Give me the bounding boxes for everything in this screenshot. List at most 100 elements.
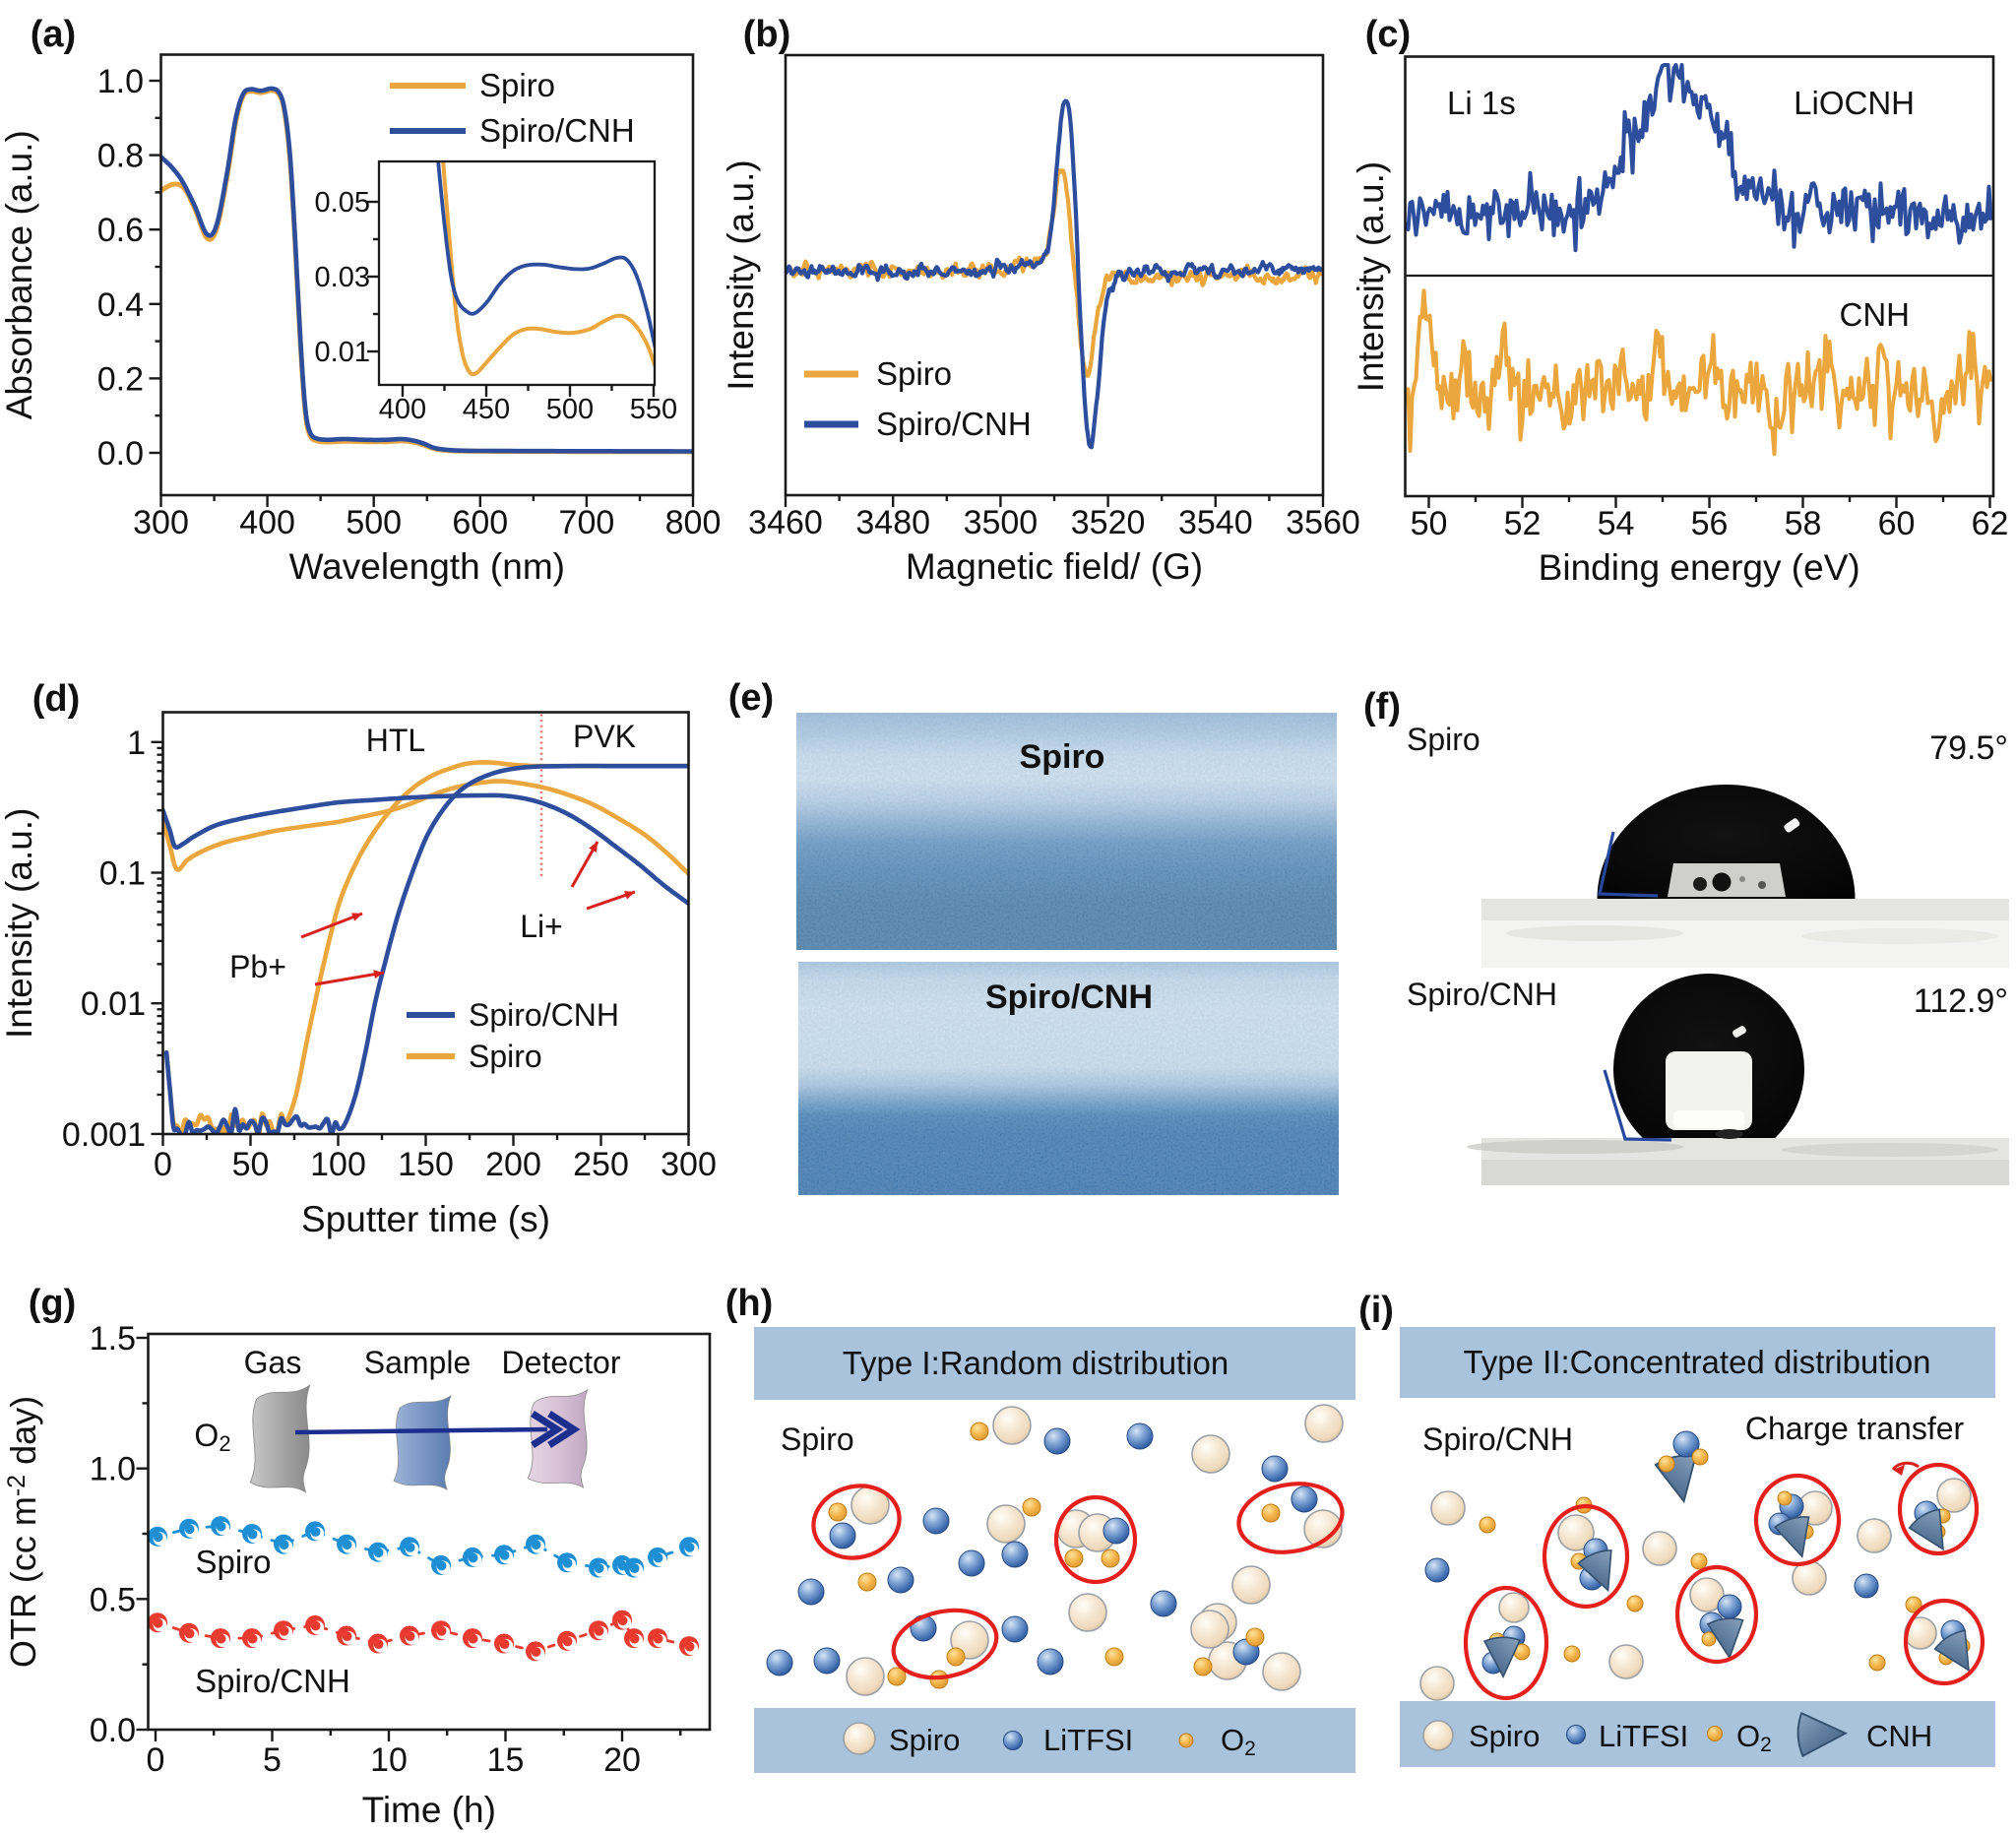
svg-text:800: 800	[665, 504, 722, 541]
svg-text:(a): (a)	[31, 14, 76, 55]
svg-text:0: 0	[154, 1146, 172, 1183]
svg-text:1.0: 1.0	[90, 1451, 136, 1488]
svg-text:(b): (b)	[743, 14, 791, 55]
svg-text:HTL: HTL	[366, 723, 425, 758]
svg-text:Spiro/CNH: Spiro/CNH	[195, 1663, 350, 1699]
svg-text:Spiro: Spiro	[195, 1544, 271, 1580]
svg-text:1: 1	[127, 725, 146, 762]
svg-text:(g): (g)	[29, 1283, 77, 1324]
svg-text:0.0: 0.0	[97, 435, 144, 473]
svg-text:50: 50	[232, 1146, 270, 1183]
svg-text:600: 600	[452, 504, 508, 541]
svg-text:150: 150	[398, 1146, 454, 1183]
svg-text:20: 20	[603, 1741, 641, 1779]
svg-text:Spiro: Spiro	[876, 355, 952, 392]
svg-text:58: 58	[1785, 505, 1822, 542]
svg-text:0.2: 0.2	[97, 360, 144, 398]
svg-text:0.6: 0.6	[97, 212, 144, 249]
svg-text:(f): (f)	[1363, 686, 1401, 727]
svg-text:LiTFSI: LiTFSI	[1043, 1723, 1133, 1757]
svg-text:Absorbance (a.u.): Absorbance (a.u.)	[0, 130, 39, 419]
svg-text:Li 1s: Li 1s	[1447, 85, 1516, 121]
svg-text:Spiro/CNH: Spiro/CNH	[876, 406, 1032, 442]
svg-text:79.5°: 79.5°	[1929, 729, 2008, 767]
svg-text:Spiro/CNH: Spiro/CNH	[1422, 1422, 1573, 1457]
svg-text:PVK: PVK	[573, 719, 636, 754]
svg-text:Spiro: Spiro	[1407, 722, 1480, 757]
svg-text:Spiro: Spiro	[469, 1039, 542, 1074]
svg-text:CNH: CNH	[1840, 296, 1911, 333]
svg-text:0.001: 0.001	[62, 1116, 146, 1154]
svg-text:Type II:Concentrated distribut: Type II:Concentrated distribution	[1463, 1344, 1930, 1380]
svg-text:400: 400	[379, 394, 426, 425]
svg-text:Gas: Gas	[244, 1345, 302, 1380]
svg-text:15: 15	[487, 1741, 525, 1779]
svg-text:Spiro/CNH: Spiro/CNH	[469, 997, 619, 1033]
svg-text:550: 550	[630, 394, 677, 425]
svg-text:Sputter time (s): Sputter time (s)	[301, 1199, 550, 1239]
svg-text:Wavelength (nm): Wavelength (nm)	[289, 546, 565, 587]
svg-text:112.9°: 112.9°	[1914, 982, 2008, 1020]
svg-text:1.0: 1.0	[97, 63, 144, 100]
svg-text:Intensity (a.u.): Intensity (a.u.)	[1351, 161, 1391, 392]
svg-text:Intensity (a.u.): Intensity (a.u.)	[721, 159, 761, 390]
svg-text:400: 400	[239, 504, 295, 541]
svg-text:(e): (e)	[728, 677, 774, 719]
svg-text:0.01: 0.01	[315, 337, 370, 368]
svg-text:Spiro: Spiro	[781, 1422, 854, 1457]
svg-text:Intensity (a.u.): Intensity (a.u.)	[0, 808, 39, 1039]
svg-text:(d): (d)	[32, 678, 81, 720]
svg-text:100: 100	[310, 1146, 366, 1183]
svg-text:0.0: 0.0	[90, 1712, 136, 1749]
svg-text:1.5: 1.5	[90, 1320, 136, 1358]
svg-text:0.05: 0.05	[315, 187, 370, 219]
svg-text:Magnetic field/ (G): Magnetic field/ (G)	[906, 546, 1203, 587]
svg-text:52: 52	[1504, 505, 1542, 542]
svg-text:Charge transfer: Charge transfer	[1745, 1411, 1965, 1446]
svg-text:3460: 3460	[748, 504, 823, 541]
svg-text:Binding energy (eV): Binding energy (eV)	[1539, 547, 1860, 588]
svg-text:Sample: Sample	[364, 1345, 472, 1380]
svg-text:0.8: 0.8	[97, 138, 144, 175]
svg-text:3520: 3520	[1071, 504, 1146, 541]
svg-text:(i): (i)	[1358, 1290, 1394, 1331]
svg-text:Pb+: Pb+	[229, 949, 286, 984]
svg-text:0: 0	[147, 1741, 165, 1779]
svg-text:3560: 3560	[1286, 504, 1360, 541]
svg-text:56: 56	[1691, 505, 1729, 542]
svg-text:Detector: Detector	[502, 1345, 621, 1380]
svg-text:Spiro: Spiro	[1469, 1719, 1540, 1753]
svg-text:3500: 3500	[964, 504, 1039, 541]
svg-text:50: 50	[1411, 505, 1448, 542]
svg-text:300: 300	[133, 504, 189, 541]
svg-text:200: 200	[485, 1146, 541, 1183]
svg-text:Time (h): Time (h)	[362, 1790, 496, 1830]
svg-text:450: 450	[463, 394, 510, 425]
svg-text:CNH: CNH	[1866, 1719, 1932, 1753]
svg-text:3540: 3540	[1178, 504, 1253, 541]
svg-text:Spiro: Spiro	[479, 67, 555, 103]
svg-text:Spiro/CNH: Spiro/CNH	[479, 112, 635, 149]
svg-text:0.01: 0.01	[81, 985, 146, 1023]
svg-text:700: 700	[559, 504, 615, 541]
svg-text:(h): (h)	[725, 1283, 774, 1324]
svg-text:500: 500	[346, 504, 402, 541]
svg-text:Type I:Random distribution: Type I:Random distribution	[843, 1345, 1229, 1381]
svg-text:3480: 3480	[855, 504, 930, 541]
svg-text:54: 54	[1598, 505, 1635, 542]
svg-text:Spiro/CNH: Spiro/CNH	[1407, 977, 1557, 1012]
svg-text:10: 10	[370, 1741, 408, 1779]
svg-text:Spiro: Spiro	[889, 1723, 960, 1757]
svg-text:0.03: 0.03	[315, 262, 370, 293]
svg-text:Spiro/CNH: Spiro/CNH	[985, 979, 1153, 1016]
svg-text:Spiro: Spiro	[1020, 738, 1105, 776]
svg-text:LiTFSI: LiTFSI	[1599, 1719, 1688, 1753]
svg-text:OTR (cc m-2 day): OTR (cc m-2 day)	[3, 1396, 43, 1668]
svg-text:300: 300	[661, 1146, 717, 1183]
svg-text:500: 500	[546, 394, 594, 425]
svg-text:0.4: 0.4	[97, 286, 144, 324]
svg-text:60: 60	[1878, 505, 1916, 542]
svg-text:O2: O2	[194, 1418, 230, 1456]
svg-text:250: 250	[573, 1146, 629, 1183]
svg-text:(c): (c)	[1365, 14, 1411, 55]
